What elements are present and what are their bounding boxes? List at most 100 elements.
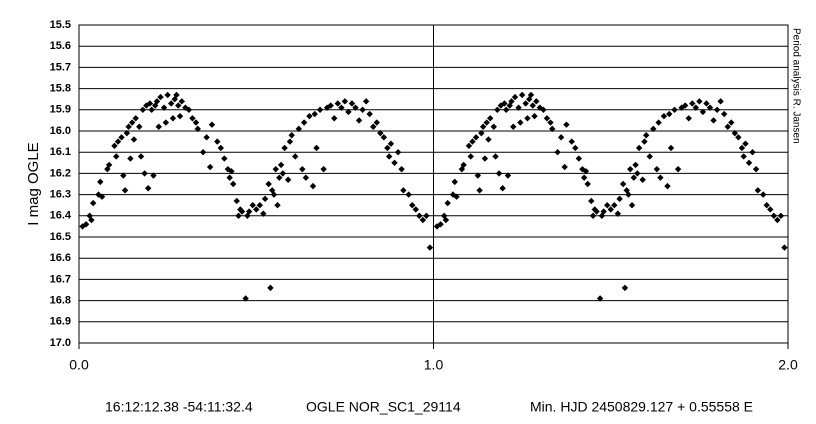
point [510,123,517,130]
point [125,123,132,130]
point [563,121,570,128]
point [265,180,272,188]
point [472,134,480,141]
point [492,153,499,160]
point [531,112,538,120]
point [416,212,423,219]
point [752,165,760,173]
point [359,106,366,113]
point [130,136,138,143]
point [394,149,402,156]
point [121,187,129,194]
point [114,138,122,145]
point [474,172,482,179]
point [607,206,614,213]
point [385,153,393,160]
point [557,134,565,141]
point [423,212,430,219]
point [178,98,186,105]
point [146,100,154,107]
point [309,182,317,190]
point [242,295,249,302]
point [635,144,643,152]
point [504,172,512,179]
point [742,140,749,147]
point [604,202,611,209]
point [589,212,597,219]
point [311,110,318,118]
point [233,197,240,205]
point [667,144,675,152]
point [487,115,494,122]
point [419,216,427,224]
point [713,106,721,113]
point [398,165,405,173]
point [536,104,544,111]
point [720,110,728,118]
point [391,159,398,166]
y-tick-label: 16.7 [50,273,71,285]
point [88,216,95,224]
point [502,106,510,113]
y-tick-label: 15.5 [50,19,71,31]
side-note: Period analysis R. Jansen [790,28,801,144]
point [685,115,692,122]
y-tick-label: 15.9 [50,104,71,116]
point [150,172,157,179]
point [306,112,313,120]
point [641,138,648,145]
point [657,174,664,181]
point [426,244,434,251]
point [288,132,295,139]
point [582,168,590,175]
point [274,202,281,209]
point [621,284,629,292]
point [453,193,460,200]
point [82,221,90,228]
y-tick-label: 15.6 [50,40,71,52]
point [724,123,731,130]
point [600,208,607,215]
point [572,144,579,152]
point [366,110,373,118]
point [611,202,618,209]
point [738,144,746,152]
caption-coordinates: 16:12:12.38 -54:11:32.4 [105,399,253,415]
point [338,104,345,111]
point [152,102,159,109]
point [639,176,646,183]
point [710,117,717,124]
point [217,144,224,152]
point [173,91,180,99]
point [666,110,673,118]
point [735,134,742,141]
point [97,178,104,186]
point [284,176,292,183]
plot-border [78,24,789,344]
y-tick-label: 16.1 [50,146,71,158]
y-tick-label: 16.2 [50,167,71,179]
point [740,153,747,160]
point [584,180,591,188]
point [625,191,632,198]
point [238,208,246,215]
point [164,91,171,99]
point [561,163,568,171]
point [331,115,338,122]
point [302,174,310,181]
point [370,123,377,130]
point [341,98,349,105]
point [451,178,458,186]
point [226,174,233,181]
point [136,123,143,130]
point [203,134,210,141]
point [547,119,554,126]
point [355,117,363,124]
point [533,98,540,105]
point [465,142,473,150]
point [774,216,781,224]
point [717,98,724,105]
point [568,138,575,145]
